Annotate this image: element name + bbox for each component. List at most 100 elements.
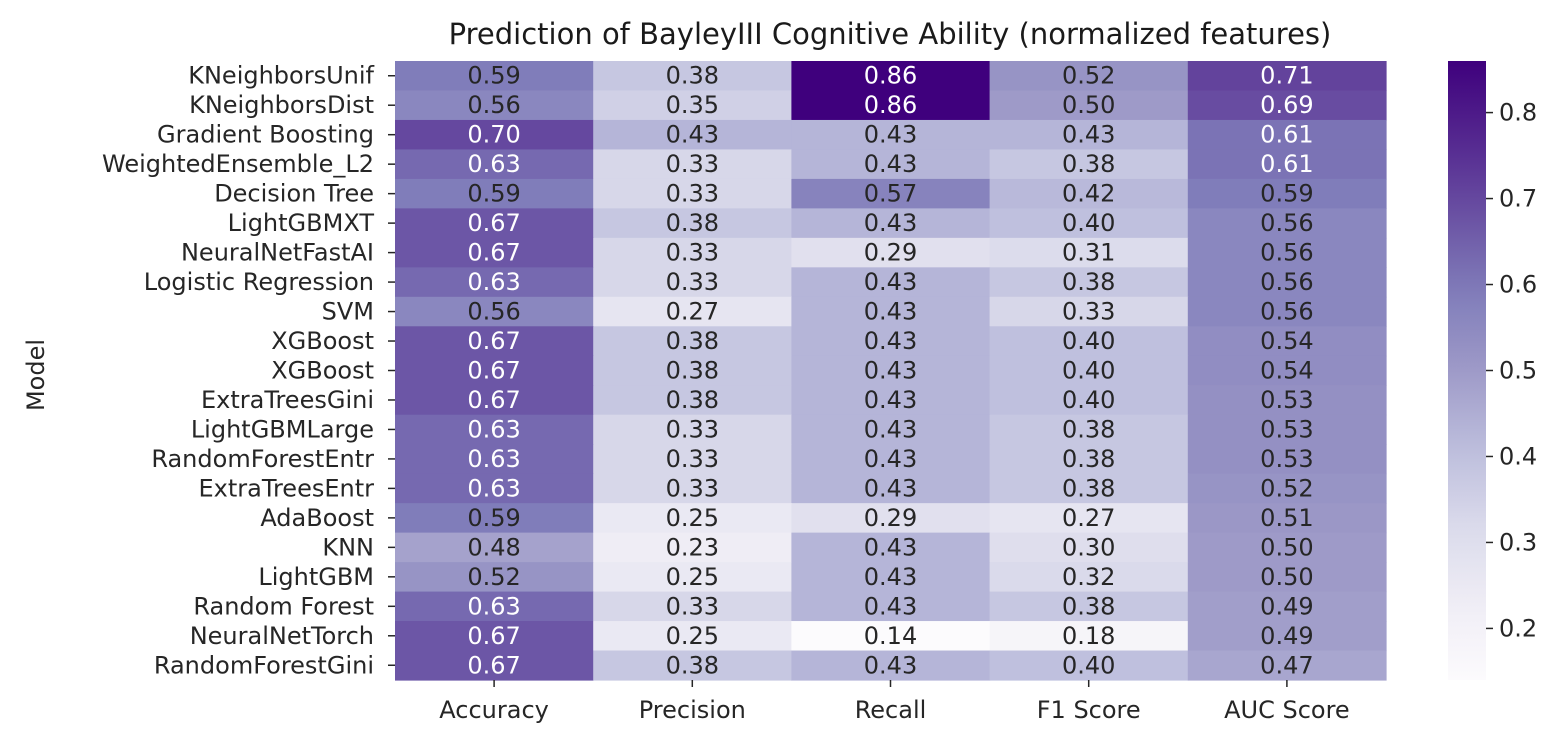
cell-value-label: 0.25: [666, 563, 719, 591]
cell-value-label: 0.43: [864, 327, 917, 355]
cell-value-label: 0.33: [666, 445, 719, 473]
column-labels: Accuracy Precision Recall F1 Score AUC Score: [439, 680, 1350, 724]
cell-value-label: 0.38: [666, 209, 719, 237]
cell-value-label: 0.50: [1260, 533, 1313, 561]
heatmap-cell: [593, 414, 792, 445]
heatmap-cell: [1187, 208, 1387, 239]
heatmap-cell: [1187, 591, 1387, 622]
heatmap-cell: [593, 473, 792, 504]
cell-value-label: 0.71: [1260, 62, 1313, 90]
cell-value-label: 0.67: [467, 651, 520, 679]
row-label: RandomForestEntr: [151, 445, 374, 473]
cell-value-label: 0.43: [864, 298, 917, 326]
cell-value-label: 0.57: [864, 180, 917, 208]
cell-value-label: 0.48: [467, 533, 520, 561]
cell-value-label: 0.56: [467, 91, 520, 119]
heatmap-cell: [791, 178, 991, 209]
cell-value-label: 0.43: [864, 474, 917, 502]
heatmap-cell: [989, 473, 1189, 504]
cell-value-label: 0.52: [1260, 474, 1313, 502]
cell-value-label: 0.86: [864, 62, 917, 90]
row-label: KNN: [322, 533, 374, 561]
cell-value-label: 0.43: [864, 121, 917, 149]
colorbar-tick-label: 0.8: [1499, 99, 1537, 127]
cell-value-label: 0.67: [467, 622, 520, 650]
heatmap-cell: [395, 149, 594, 180]
cell-value-label: 0.53: [1260, 415, 1313, 443]
colorbar-tick-label: 0.6: [1499, 271, 1537, 299]
cell-value-label: 0.23: [666, 533, 719, 561]
cell-value-label: 0.33: [666, 239, 719, 267]
cell-value-label: 0.56: [1260, 298, 1313, 326]
heatmap-cell: [1187, 562, 1387, 593]
heatmap-cell: [1187, 444, 1387, 475]
row-label: AdaBoost: [260, 504, 374, 532]
cell-value-label: 0.43: [864, 651, 917, 679]
cell-value-label: 0.30: [1062, 533, 1115, 561]
heatmap-cell: [395, 267, 594, 298]
cell-value-label: 0.25: [666, 622, 719, 650]
heatmap-cell: [593, 621, 792, 652]
row-label: LightGBMXT: [228, 209, 375, 237]
cell-value-label: 0.53: [1260, 386, 1313, 414]
cell-value-label: 0.56: [1260, 209, 1313, 237]
cell-value-label: 0.43: [1062, 121, 1115, 149]
cell-value-label: 0.35: [666, 91, 719, 119]
cell-value-label: 0.54: [1260, 357, 1313, 385]
cell-value-label: 0.54: [1260, 327, 1313, 355]
heatmap-cell: [791, 650, 991, 681]
heatmap-cell: [791, 326, 991, 357]
heatmap-cell: [593, 650, 792, 681]
cell-value-label: 0.43: [864, 386, 917, 414]
heatmap-cell: [1187, 414, 1387, 445]
cell-value-label: 0.49: [1260, 622, 1313, 650]
heatmap-cell: [989, 178, 1189, 209]
heatmap-cell: [791, 267, 991, 298]
heatmap-cell: [593, 90, 792, 121]
y-axis-label: Model: [22, 339, 50, 411]
row-label: Decision Tree: [214, 180, 374, 208]
heatmap-cell: [395, 61, 594, 92]
colorbar-tick-label: 0.2: [1499, 614, 1537, 642]
cell-value-label: 0.33: [666, 474, 719, 502]
cell-value-label: 0.50: [1260, 563, 1313, 591]
heatmap-cell: [989, 650, 1189, 681]
heatmap-cell: [395, 326, 594, 357]
colorbar-tick-label: 0.5: [1499, 357, 1537, 385]
colorbar-tick-label: 0.3: [1499, 528, 1537, 556]
cell-value-label: 0.67: [467, 209, 520, 237]
cell-value-label: 0.14: [864, 622, 917, 650]
heatmap-cell: [791, 532, 991, 563]
heatmap-cell: [395, 621, 594, 652]
heatmap-cell: [593, 237, 792, 268]
cell-value-label: 0.29: [864, 239, 917, 267]
heatmap-cell: [593, 61, 792, 92]
cell-value-label: 0.42: [1062, 180, 1115, 208]
cell-value-label: 0.33: [666, 180, 719, 208]
heatmap-cell: [1187, 296, 1387, 327]
heatmap-cell: [395, 355, 594, 386]
heatmap-cell: [395, 237, 594, 268]
heatmap-cell: [791, 385, 991, 416]
cell-value-label: 0.33: [666, 415, 719, 443]
row-label: ExtraTreesGini: [201, 386, 374, 414]
cell-value-label: 0.69: [1260, 91, 1313, 119]
heatmap-cell: [791, 591, 991, 622]
heatmap-cell: [593, 326, 792, 357]
row-label: NeuralNetFastAI: [181, 239, 374, 267]
heatmap-cell: [1187, 267, 1387, 298]
cell-value-label: 0.33: [1062, 298, 1115, 326]
heatmap-cell: [989, 326, 1189, 357]
heatmap-cell: [593, 444, 792, 475]
column-label: Accuracy: [439, 696, 549, 724]
row-label: SVM: [322, 298, 374, 326]
row-label: Gradient Boosting: [157, 121, 374, 149]
cell-value-label: 0.56: [1260, 268, 1313, 296]
cell-value-label: 0.61: [1260, 150, 1313, 178]
heatmap-cell: [593, 178, 792, 209]
heatmap-cell: [395, 532, 594, 563]
cell-value-label: 0.59: [467, 180, 520, 208]
heatmap-cell: [791, 296, 991, 327]
heatmap-cell: [791, 444, 991, 475]
